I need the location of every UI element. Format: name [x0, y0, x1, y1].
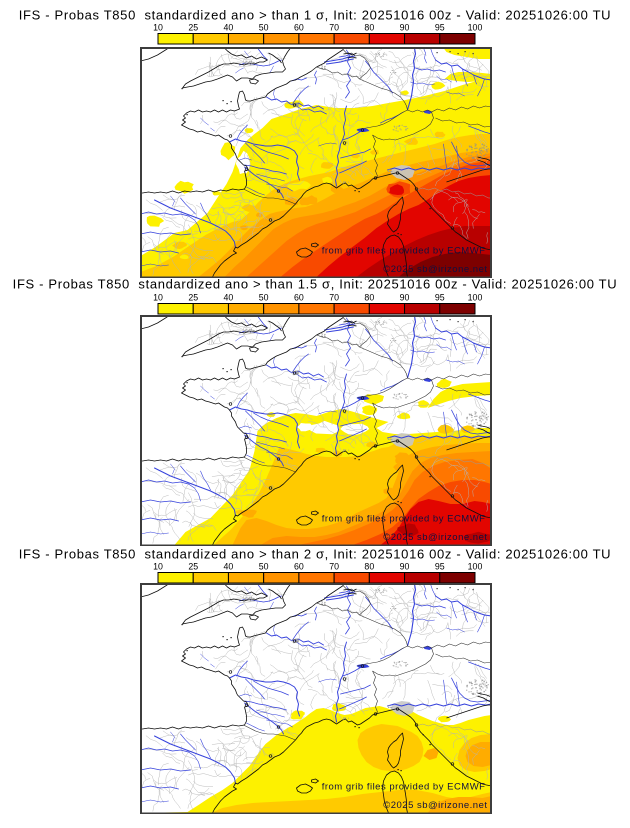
- svg-text:25: 25: [188, 23, 198, 33]
- svg-text:50: 50: [259, 293, 269, 303]
- svg-text:40: 40: [224, 562, 234, 572]
- svg-text:10: 10: [153, 23, 163, 33]
- svg-text:10: 10: [153, 293, 163, 303]
- svg-text:100: 100: [468, 562, 483, 572]
- svg-text:70: 70: [329, 293, 339, 303]
- svg-text:80: 80: [364, 562, 374, 572]
- svg-text:10: 10: [153, 562, 163, 572]
- svg-text:95: 95: [435, 293, 445, 303]
- svg-text:95: 95: [435, 23, 445, 33]
- svg-text:70: 70: [329, 23, 339, 33]
- svg-text:60: 60: [294, 23, 304, 33]
- svg-text:40: 40: [224, 293, 234, 303]
- svg-text:80: 80: [364, 23, 374, 33]
- svg-text:50: 50: [259, 562, 269, 572]
- svg-text:90: 90: [400, 562, 410, 572]
- svg-text:25: 25: [188, 562, 198, 572]
- svg-text:60: 60: [294, 293, 304, 303]
- svg-text:80: 80: [364, 293, 374, 303]
- svg-text:IFS - Probas T850 standardize: IFS - Probas T850 standardized ano > tha…: [19, 8, 611, 23]
- svg-text:25: 25: [188, 293, 198, 303]
- svg-text:100: 100: [468, 293, 483, 303]
- svg-text:90: 90: [400, 23, 410, 33]
- svg-text:95: 95: [435, 562, 445, 572]
- svg-text:60: 60: [294, 562, 304, 572]
- svg-text:50: 50: [259, 23, 269, 33]
- svg-text:100: 100: [468, 23, 483, 33]
- svg-text:IFS - Probas T850 standardize: IFS - Probas T850 standardized ano > tha…: [13, 277, 618, 292]
- svg-text:40: 40: [224, 23, 234, 33]
- svg-text:70: 70: [329, 562, 339, 572]
- svg-text:90: 90: [400, 293, 410, 303]
- svg-text:IFS - Probas T850 standardize: IFS - Probas T850 standardized ano > tha…: [19, 547, 611, 562]
